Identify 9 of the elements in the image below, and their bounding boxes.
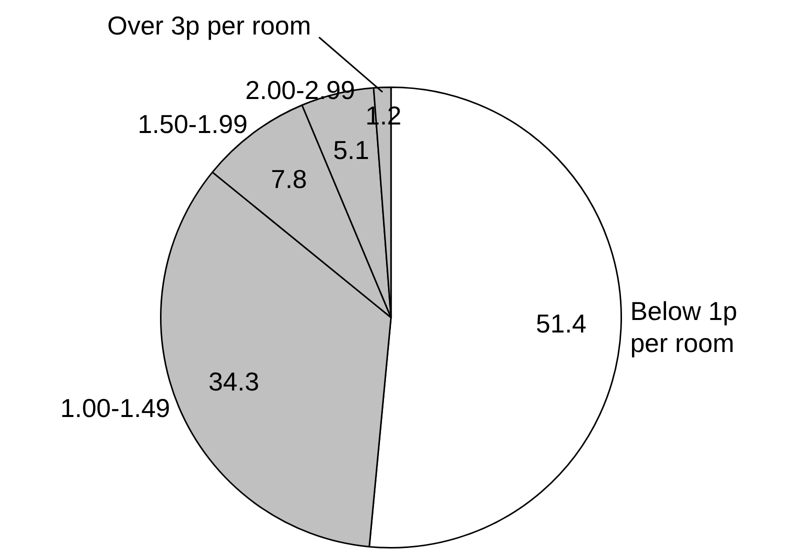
data-label: 34.3 bbox=[208, 366, 260, 396]
data-label: 7.8 bbox=[270, 164, 308, 194]
data-label: 51.4 bbox=[536, 308, 586, 339]
slice-label: 1.50-1.99 bbox=[138, 108, 248, 139]
slice-label: 2.00-2.99 bbox=[245, 74, 356, 105]
slice-label: Over 3p per room bbox=[107, 10, 311, 40]
data-label: 5.1 bbox=[333, 135, 370, 166]
slice-label: 1.00-1.49 bbox=[60, 393, 170, 424]
slice-label: Below 1p per room bbox=[630, 296, 738, 358]
